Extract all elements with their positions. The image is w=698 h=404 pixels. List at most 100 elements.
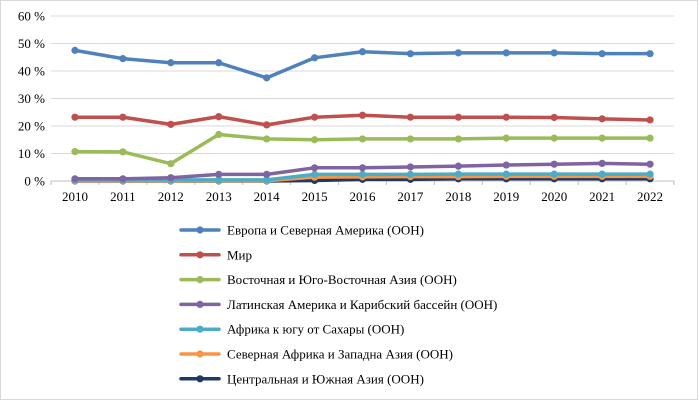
data-point (215, 130, 223, 139)
legend-item: Восточная и Юго-Восточная Азия (ООН) (179, 272, 457, 287)
data-point (358, 135, 367, 143)
y-tick-label: 40 % (18, 64, 45, 79)
data-point (215, 59, 223, 67)
x-tick-label: 2020 (541, 189, 567, 204)
data-point (454, 162, 462, 170)
data-point (263, 135, 271, 143)
data-point (454, 135, 462, 143)
x-tick-label: 2017 (397, 189, 424, 204)
data-point (167, 160, 175, 168)
x-tick-label: 2011 (110, 189, 136, 204)
data-point (406, 50, 415, 58)
series-3 (71, 130, 654, 168)
x-tick-label: 2013 (206, 189, 232, 204)
y-tick-label: 0 % (24, 174, 45, 189)
data-point (358, 48, 367, 56)
data-point (310, 164, 319, 172)
data-point (454, 170, 462, 178)
data-point (550, 134, 558, 142)
data-point (502, 49, 510, 57)
x-tick-label: 2014 (254, 189, 281, 204)
data-point (167, 174, 175, 182)
data-point (167, 120, 175, 128)
data-point (310, 113, 319, 121)
data-point (215, 176, 223, 184)
data-point (71, 175, 79, 183)
data-point (646, 116, 654, 124)
data-point (406, 163, 415, 171)
data-point (310, 136, 319, 144)
legend-item: Латинская Америка и Карибский бассейн (О… (179, 297, 497, 312)
x-tick-label: 2012 (158, 189, 184, 204)
data-point (406, 113, 415, 121)
data-point (550, 160, 558, 168)
data-point (263, 170, 271, 178)
data-point (215, 170, 223, 178)
data-point (502, 113, 510, 121)
data-point (263, 121, 271, 129)
legend-label: Латинская Америка и Карибский бассейн (О… (227, 297, 497, 312)
legend-label: Европа и Северная Америка (ООН) (227, 223, 424, 238)
y-tick-label: 60 % (18, 9, 45, 24)
axes: 0 % 10 % 20 % 30 % 40 % 50 % 60 % 2010 2011 2012 2… (18, 9, 675, 204)
legend-swatch-marker (196, 325, 204, 333)
legend-label: Африка к югу от Сахары (ООН) (227, 322, 404, 337)
data-point (454, 49, 462, 57)
data-point (358, 164, 367, 172)
data-point (502, 170, 510, 178)
data-point (502, 134, 510, 142)
data-point (215, 113, 223, 121)
data-point (358, 111, 367, 119)
legend-swatch-marker (196, 300, 204, 308)
data-point (71, 147, 79, 156)
x-tick-label: 2018 (445, 189, 471, 204)
data-point (310, 54, 319, 62)
data-point (119, 55, 127, 63)
legend-item: Европа и Северная Америка (ООН) (179, 223, 424, 238)
y-tick-label: 10 % (18, 146, 45, 161)
data-point (646, 170, 654, 178)
data-point (406, 135, 415, 143)
series-1 (71, 46, 654, 82)
series-lines (71, 46, 654, 185)
data-point (119, 148, 127, 156)
data-point (646, 134, 654, 142)
legend-item: Центральная и Южная Азия (ООН) (179, 371, 424, 386)
legend-item: Северная Африка и Западна Азия (ООН) (179, 347, 453, 362)
series-2 (71, 111, 654, 129)
legend-label: Северная Африка и Западна Азия (ООН) (227, 347, 453, 362)
data-point (263, 176, 271, 184)
data-point (598, 159, 606, 167)
series-4 (71, 159, 654, 183)
y-tick-label: 50 % (18, 36, 45, 51)
data-point (598, 134, 606, 142)
x-tick-label: 2021 (589, 189, 615, 204)
legend: Европа и Северная Америка (ООН) Мир Восточ… (179, 223, 497, 386)
legend-swatch-marker (196, 251, 204, 259)
x-tick-label: 2010 (62, 189, 88, 204)
data-point (71, 113, 79, 121)
legend-swatch-marker (196, 226, 204, 234)
gridlines (51, 15, 674, 182)
legend-swatch-marker (196, 350, 204, 358)
data-point (550, 170, 558, 178)
data-point (598, 115, 606, 123)
data-point (646, 50, 654, 58)
data-point (598, 170, 606, 178)
data-point (119, 113, 127, 121)
data-point (406, 170, 415, 178)
x-tick-label: 2022 (637, 189, 663, 204)
x-tick-label: 2019 (493, 189, 519, 204)
data-point (502, 161, 510, 169)
data-point (358, 170, 367, 178)
data-point (550, 49, 558, 57)
legend-swatch-marker (196, 375, 204, 383)
legend-label: Восточная и Юго-Восточная Азия (ООН) (227, 272, 457, 287)
legend-label: Мир (227, 247, 252, 262)
x-tick-label: 2015 (302, 189, 328, 204)
legend-label: Центральная и Южная Азия (ООН) (227, 371, 424, 386)
y-tick-label: 30 % (18, 91, 45, 106)
data-point (646, 160, 654, 168)
